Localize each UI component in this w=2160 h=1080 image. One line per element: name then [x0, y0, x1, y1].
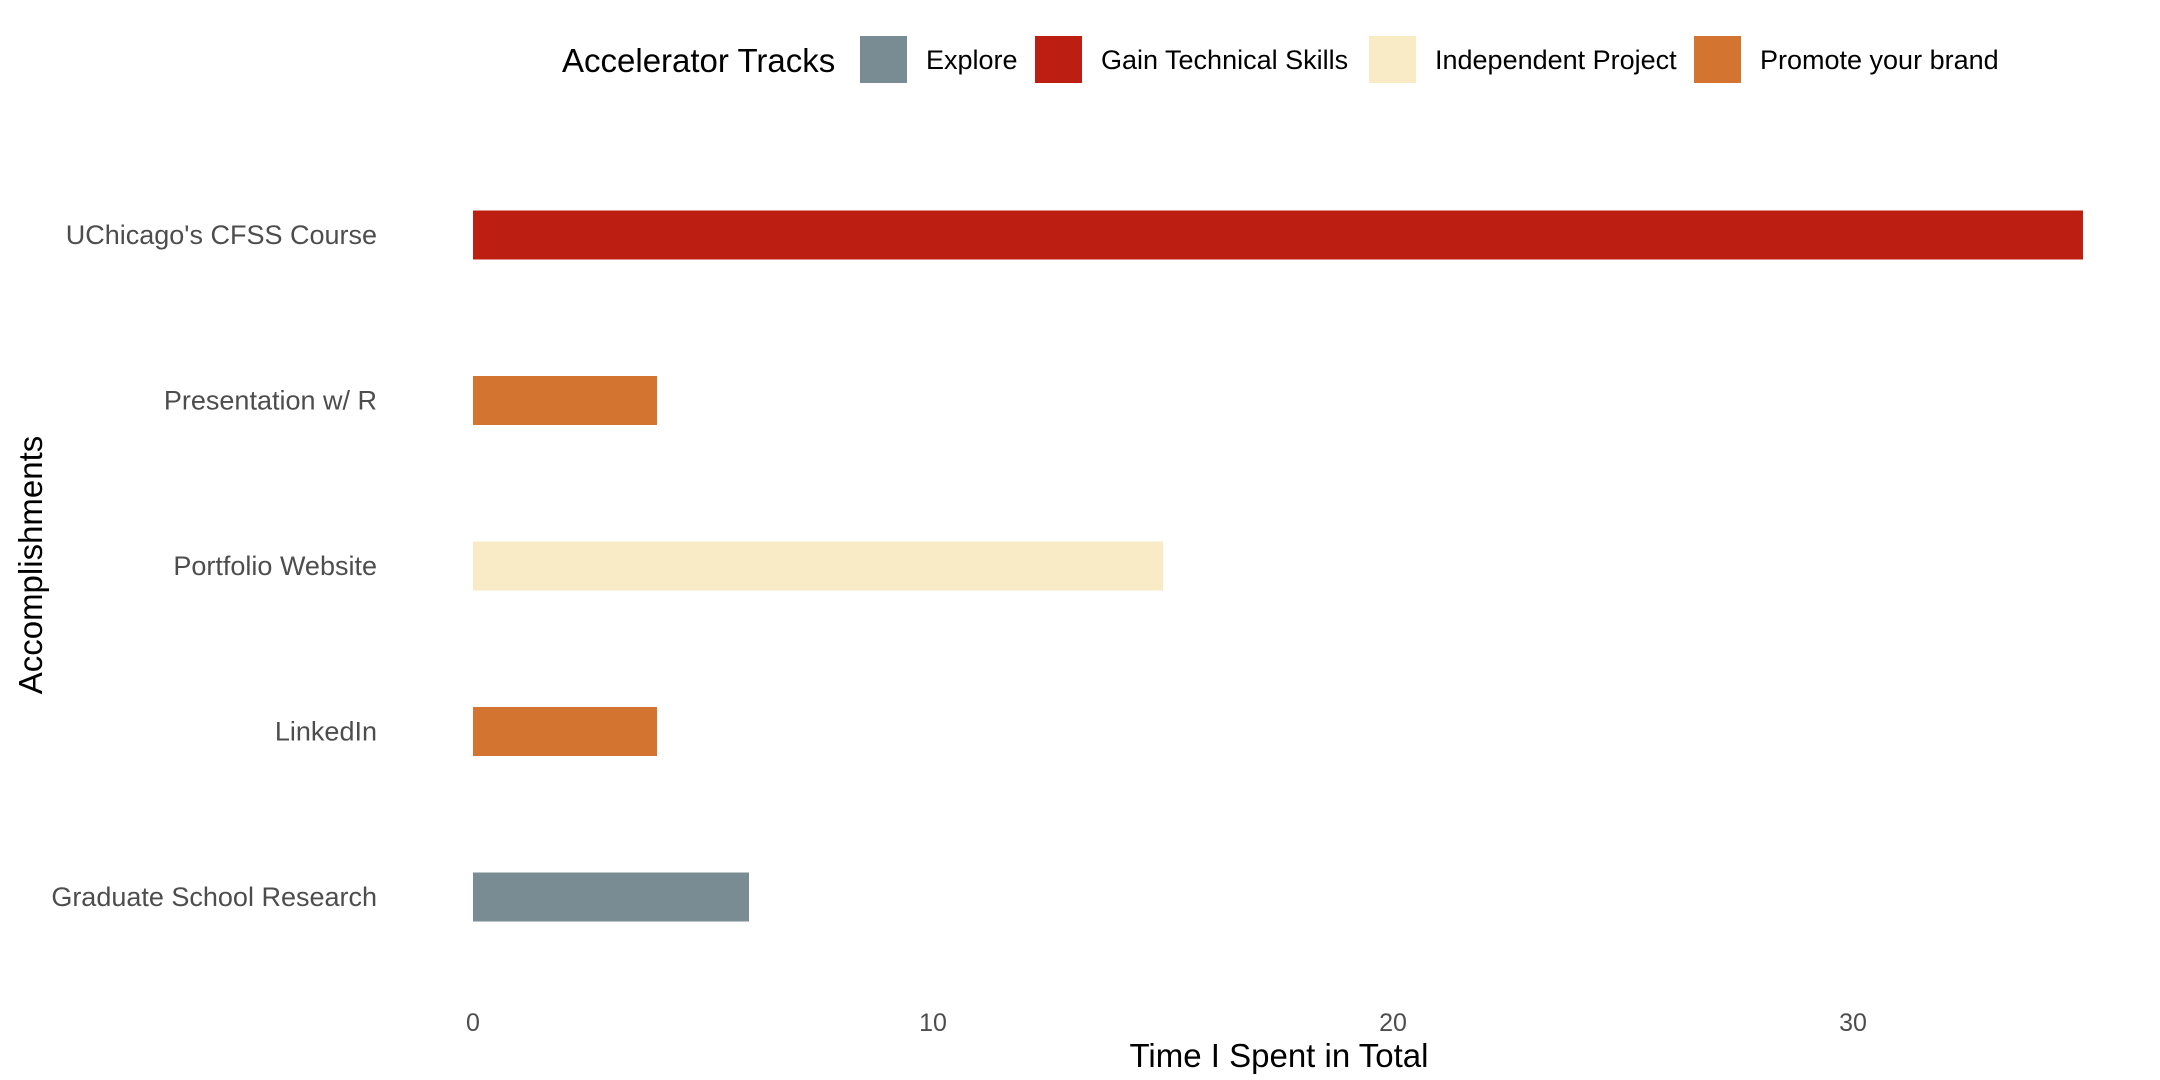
- x-tick-label-20: 20: [1379, 1009, 1407, 1037]
- legend-swatch-explore: [860, 36, 907, 83]
- y-tick-label-portfolio-website: Portfolio Website: [173, 551, 377, 581]
- legend-item-gain-technical-skills: Gain Technical Skills: [1035, 36, 1348, 83]
- plot-area: [473, 210, 2083, 922]
- y-axis-title: Accomplishments: [12, 436, 49, 695]
- x-tick-label-30: 30: [1839, 1009, 1867, 1037]
- x-tick-label-10: 10: [919, 1009, 947, 1037]
- legend-item-independent-project: Independent Project: [1369, 36, 1677, 83]
- legend-swatch-independent-project: [1369, 36, 1416, 83]
- bar-presentation-w-r: [473, 376, 657, 425]
- y-tick-label-linkedin: LinkedIn: [275, 717, 377, 747]
- legend-swatch-promote-your-brand: [1694, 36, 1741, 83]
- bar-graduate-school-research: [473, 872, 749, 922]
- legend-label-promote-your-brand: Promote your brand: [1760, 45, 1999, 75]
- y-axis-tick-labels: UChicago's CFSS Course Presentation w/ R P…: [51, 220, 377, 912]
- x-tick-label-0: 0: [466, 1009, 480, 1037]
- bar-portfolio-website: [473, 541, 1163, 591]
- legend-label-gain-technical-skills: Gain Technical Skills: [1101, 45, 1348, 75]
- legend: Accelerator Tracks Explore Gain Technical…: [562, 36, 1999, 83]
- y-tick-label-uchicago-s-cfss-course: UChicago's CFSS Course: [66, 220, 377, 250]
- bar-linkedin: [473, 707, 657, 756]
- bar-uchicago-s-cfss-course: [473, 210, 2083, 260]
- legend-item-promote-your-brand: Promote your brand: [1694, 36, 1999, 83]
- legend-swatch-gain-technical-skills: [1035, 36, 1082, 83]
- legend-label-explore: Explore: [926, 45, 1018, 75]
- legend-label-independent-project: Independent Project: [1435, 45, 1677, 75]
- x-axis-title: Time I Spent in Total: [1130, 1037, 1429, 1074]
- legend-title: Accelerator Tracks: [562, 42, 835, 79]
- x-axis-tick-labels: 0 10 20 30: [466, 1009, 1867, 1037]
- legend-item-explore: Explore: [860, 36, 1018, 83]
- y-tick-label-graduate-school-research: Graduate School Research: [51, 882, 377, 912]
- y-tick-label-presentation-w-r: Presentation w/ R: [164, 386, 377, 416]
